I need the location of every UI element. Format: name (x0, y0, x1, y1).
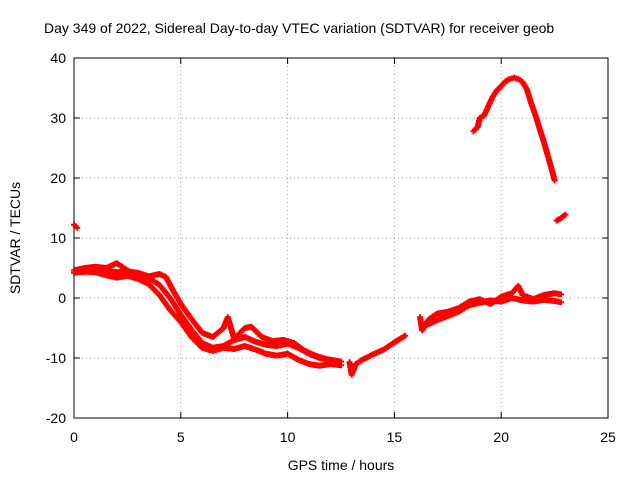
axis-ticks: 0 5 10 15 20 25 -20 -10 0 10 20 30 40 (46, 50, 616, 445)
x-tick-label: 5 (177, 429, 185, 445)
data-point (333, 358, 340, 364)
x-tick-label: 10 (280, 429, 296, 445)
y-tick-label: 20 (50, 170, 66, 186)
x-axis-label: GPS time / hours (288, 457, 395, 473)
data-point (402, 332, 409, 339)
y-axis-label: SDTVAR / TECUs (7, 182, 23, 294)
chart-title: Day 349 of 2022, Sidereal Day-to-day VTE… (44, 20, 554, 36)
data-point (558, 291, 565, 298)
x-tick-label: 15 (387, 429, 403, 445)
data-point (558, 299, 565, 306)
data-point (551, 177, 558, 184)
y-tick-label: -10 (46, 350, 66, 366)
data-point (562, 211, 569, 218)
data-point (74, 224, 81, 231)
y-tick-label: 10 (50, 230, 66, 246)
y-tick-label: 30 (50, 110, 66, 126)
x-tick-label: 25 (600, 429, 616, 445)
data-points (71, 74, 569, 378)
data-point (338, 362, 344, 369)
y-tick-label: 40 (50, 50, 66, 66)
y-tick-label: 0 (58, 290, 66, 306)
y-tick-label: -20 (46, 410, 66, 426)
x-tick-label: 0 (70, 429, 78, 445)
x-tick-label: 20 (493, 429, 509, 445)
